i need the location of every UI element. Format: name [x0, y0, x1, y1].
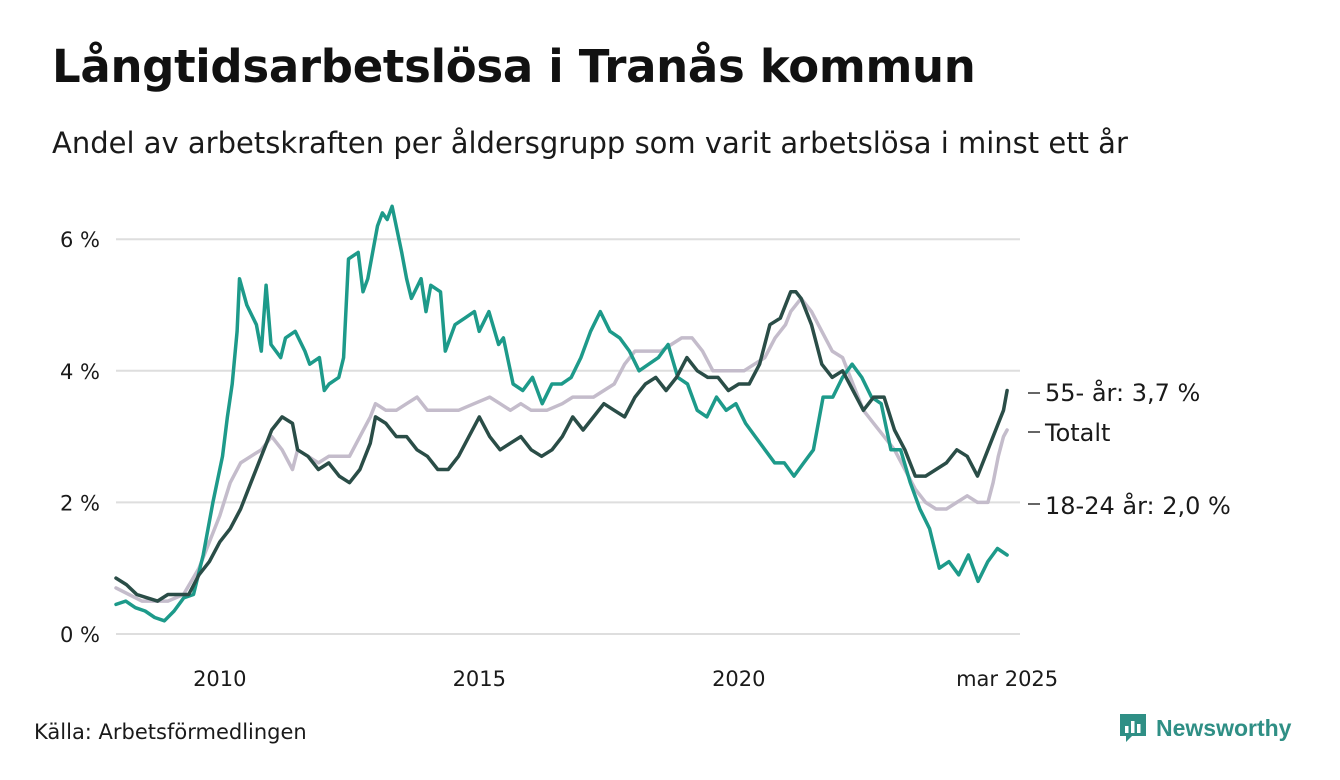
y-tick-label: 2 %: [60, 491, 100, 515]
y-tick-label: 0 %: [60, 623, 100, 647]
x-tick-label: 2020: [712, 667, 765, 691]
y-axis-tick-labels: 0 % 2 % 4 % 6 %: [60, 228, 100, 647]
y-tick-label: 6 %: [60, 228, 100, 252]
source-note: Källa: Arbetsförmedlingen: [34, 720, 307, 744]
line-chart: 0 % 2 % 4 % 6 % 2010 2015 2020 mar 2025 Totalt…: [60, 204, 1231, 691]
grid-lines: [116, 238, 1020, 635]
series-line-senior: [114, 290, 1009, 603]
end-label-total: Totalt: [1044, 419, 1110, 447]
x-tick-label: 2015: [453, 667, 506, 691]
chart-subtitle: Andel av arbetskraften per åldersgrupp s…: [52, 126, 1128, 160]
x-tick-label: mar 2025: [956, 667, 1058, 691]
x-tick-label: 2010: [193, 667, 246, 691]
brand-logo: Newsworthy: [1118, 712, 1291, 744]
end-label-youth: 18-24 år: 2,0 %: [1045, 491, 1231, 520]
series-line-youth: [114, 204, 1009, 623]
y-tick-label: 4 %: [60, 360, 100, 384]
series-line-total: [114, 296, 1009, 603]
end-label-senior: 55- år: 3,7 %: [1045, 378, 1200, 407]
bar-chart-speech-bubble-icon: [1120, 714, 1146, 742]
chart-title: Långtidsarbetslösa i Tranås kommun: [52, 40, 976, 93]
brand-name: Newsworthy: [1156, 714, 1292, 741]
x-axis-tick-labels: 2010 2015 2020 mar 2025: [193, 667, 1058, 691]
series-end-labels: Totalt 18-24 år: 2,0 % 55- år: 3,7 %: [1028, 378, 1231, 520]
series-lines: [114, 204, 1009, 623]
